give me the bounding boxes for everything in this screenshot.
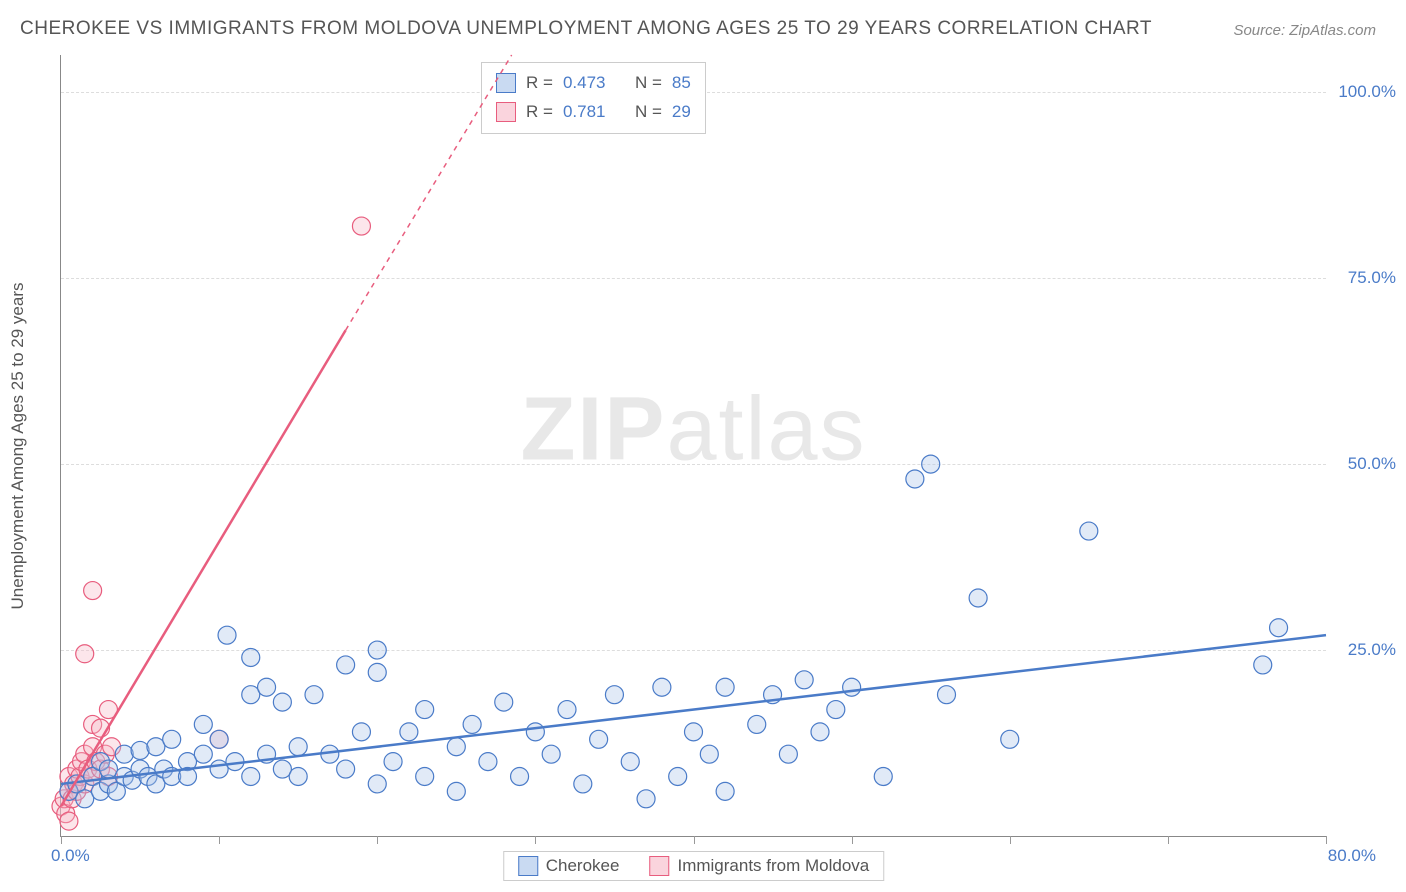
data-point <box>60 812 78 830</box>
plot-area: ZIPatlas 25.0%50.0%75.0%100.0% 0.0% 80.0… <box>60 55 1326 837</box>
data-point <box>700 745 718 763</box>
data-point <box>258 678 276 696</box>
x-tick <box>694 836 695 844</box>
y-tick-label: 75.0% <box>1348 268 1396 288</box>
data-point <box>811 723 829 741</box>
data-point <box>163 730 181 748</box>
x-tick <box>219 836 220 844</box>
data-point <box>337 760 355 778</box>
data-point <box>218 626 236 644</box>
scatter-svg <box>61 55 1326 836</box>
correlation-chart: CHEROKEE VS IMMIGRANTS FROM MOLDOVA UNEM… <box>0 0 1406 892</box>
x-axis-max-label: 80.0% <box>1328 846 1376 866</box>
data-point <box>84 582 102 600</box>
x-axis-min-label: 0.0% <box>51 846 90 866</box>
data-point <box>463 715 481 733</box>
data-point <box>115 745 133 763</box>
data-point <box>447 782 465 800</box>
x-tick <box>852 836 853 844</box>
x-tick <box>1168 836 1169 844</box>
data-point <box>653 678 671 696</box>
data-point <box>605 686 623 704</box>
source-attribution: Source: ZipAtlas.com <box>1233 22 1376 39</box>
data-point <box>795 671 813 689</box>
data-point <box>906 470 924 488</box>
data-point <box>416 701 434 719</box>
data-point <box>669 767 687 785</box>
data-point <box>242 648 260 666</box>
series-legend: Cherokee Immigrants from Moldova <box>503 851 885 881</box>
y-tick-label: 100.0% <box>1338 82 1396 102</box>
data-point <box>969 589 987 607</box>
data-point <box>210 730 228 748</box>
data-point <box>621 753 639 771</box>
data-point <box>479 753 497 771</box>
data-point <box>590 730 608 748</box>
data-point <box>637 790 655 808</box>
data-point <box>352 217 370 235</box>
x-tick <box>1010 836 1011 844</box>
data-point <box>289 767 307 785</box>
data-point <box>1080 522 1098 540</box>
data-point <box>305 686 323 704</box>
cherokee-label: Cherokee <box>546 856 620 876</box>
trend-line <box>61 330 346 806</box>
data-point <box>400 723 418 741</box>
y-axis-label: Unemployment Among Ages 25 to 29 years <box>8 283 28 610</box>
moldova-swatch <box>649 856 669 876</box>
data-point <box>1001 730 1019 748</box>
data-point <box>352 723 370 741</box>
data-point <box>447 738 465 756</box>
data-point <box>337 656 355 674</box>
legend-item-cherokee: Cherokee <box>518 856 620 876</box>
x-tick <box>1326 836 1327 844</box>
data-point <box>542 745 560 763</box>
data-point <box>574 775 592 793</box>
data-point <box>874 767 892 785</box>
data-point <box>289 738 307 756</box>
x-tick <box>535 836 536 844</box>
data-point <box>384 753 402 771</box>
y-tick-label: 25.0% <box>1348 640 1396 660</box>
trend-line <box>346 55 512 330</box>
data-point <box>368 641 386 659</box>
data-point <box>685 723 703 741</box>
data-point <box>368 775 386 793</box>
legend-item-moldova: Immigrants from Moldova <box>649 856 869 876</box>
data-point <box>273 693 291 711</box>
data-point <box>368 663 386 681</box>
data-point <box>1270 619 1288 637</box>
data-point <box>1254 656 1272 674</box>
data-point <box>416 767 434 785</box>
data-point <box>716 782 734 800</box>
chart-title: CHEROKEE VS IMMIGRANTS FROM MOLDOVA UNEM… <box>20 18 1152 40</box>
data-point <box>131 741 149 759</box>
x-tick <box>377 836 378 844</box>
data-point <box>779 745 797 763</box>
data-point <box>76 645 94 663</box>
data-point <box>242 767 260 785</box>
data-point <box>827 701 845 719</box>
cherokee-swatch <box>518 856 538 876</box>
data-point <box>495 693 513 711</box>
data-point <box>526 723 544 741</box>
data-point <box>922 455 940 473</box>
moldova-label: Immigrants from Moldova <box>677 856 869 876</box>
data-point <box>748 715 766 733</box>
data-point <box>716 678 734 696</box>
data-point <box>511 767 529 785</box>
data-point <box>938 686 956 704</box>
data-point <box>194 715 212 733</box>
data-point <box>194 745 212 763</box>
x-tick <box>61 836 62 844</box>
y-tick-label: 50.0% <box>1348 454 1396 474</box>
data-point <box>558 701 576 719</box>
data-point <box>843 678 861 696</box>
